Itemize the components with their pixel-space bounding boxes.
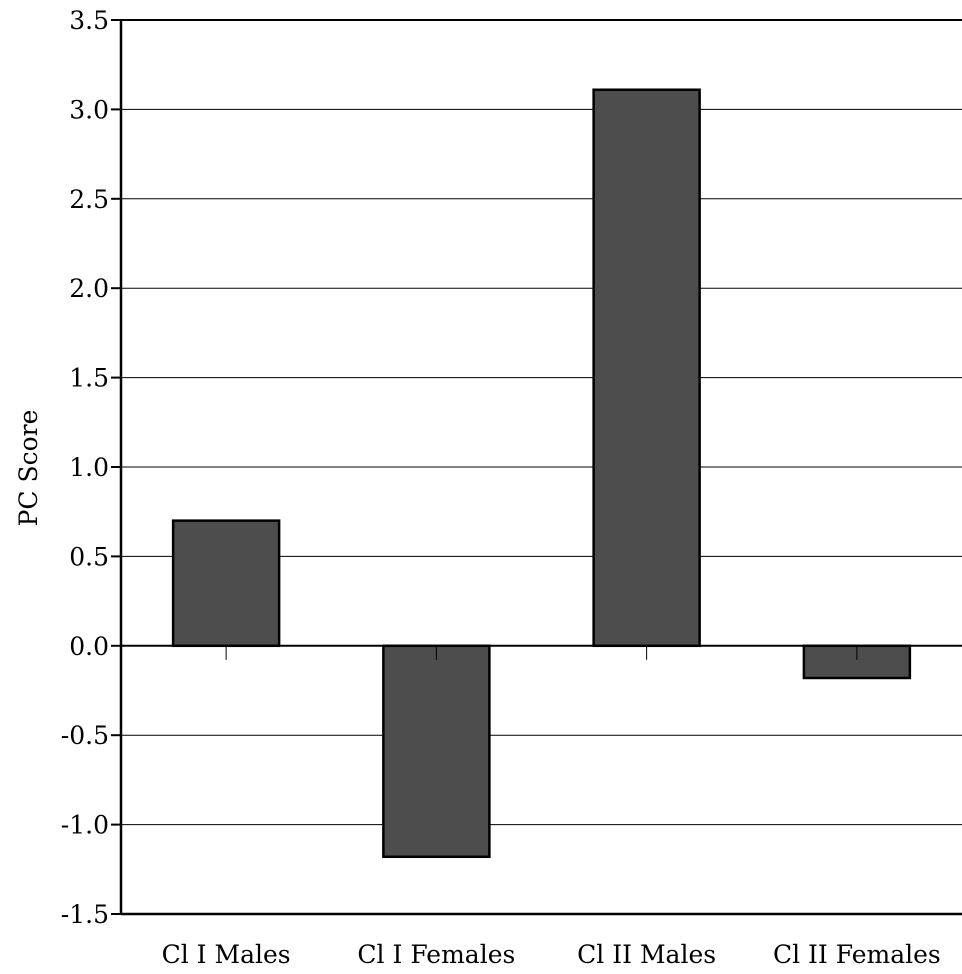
y-tick-label: 0.0	[69, 632, 109, 661]
y-axis-label: PC Score	[14, 410, 43, 527]
y-tick-label: 2.5	[69, 185, 109, 214]
y-tick-labels: -1.5 -1.0 -0.5 0.0 0.5 1.0 1.5 2.0 2.5 3.0 3.5	[61, 6, 109, 929]
x-tick-label: Cl I Females	[357, 940, 515, 969]
x-tick-label: Cl I Males	[162, 940, 291, 969]
y-tick-label: 1.0	[69, 453, 109, 482]
y-tick-label: 2.0	[69, 274, 109, 303]
y-tick-label: 3.0	[69, 95, 109, 124]
y-tick-label: -1.5	[61, 900, 109, 929]
bars	[171, 88, 912, 859]
bar	[171, 519, 281, 648]
y-tick-label: -0.5	[61, 721, 109, 750]
bar	[592, 88, 701, 648]
x-tick-label: Cl II Males	[577, 940, 716, 969]
bar	[382, 644, 491, 859]
x-tick-label: Cl II Females	[773, 940, 941, 969]
y-tick-label: 3.5	[69, 6, 109, 35]
gridlines	[121, 108, 962, 826]
axes	[111, 19, 962, 916]
x-tick-labels: Cl I Males Cl I Females Cl II Males Cl II F…	[162, 940, 941, 969]
y-tick-label: 0.5	[69, 542, 109, 571]
y-tick-label: -1.0	[61, 811, 109, 840]
y-tick-label: 1.5	[69, 364, 109, 393]
